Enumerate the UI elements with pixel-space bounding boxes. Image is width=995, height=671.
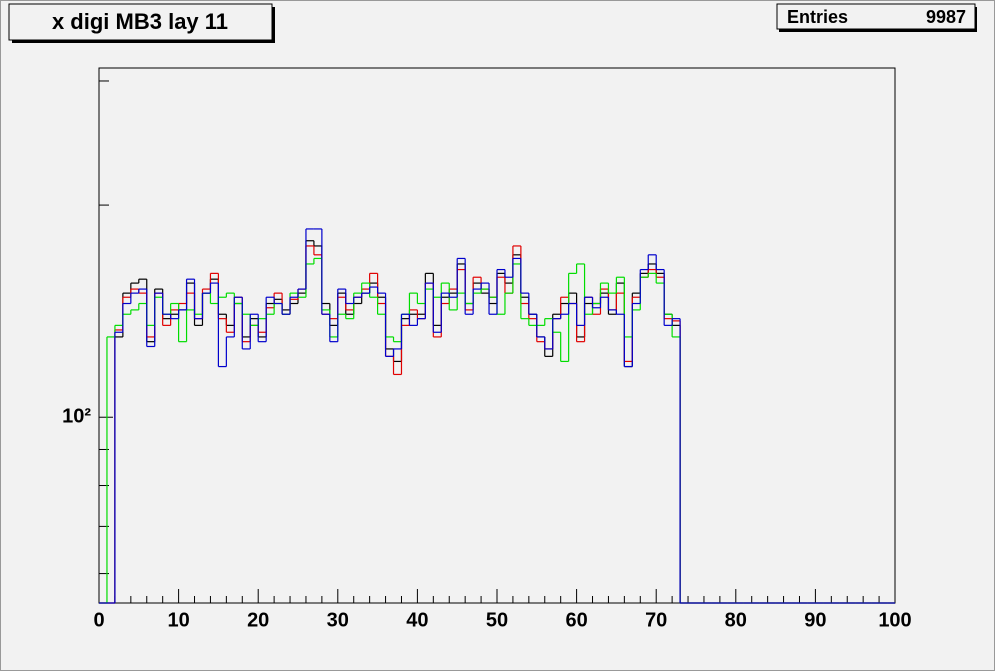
plot-frame (98, 67, 896, 604)
title-box (8, 3, 273, 41)
x-tick-label: 0 (93, 609, 104, 631)
x-tick-label: 40 (406, 609, 428, 631)
x-tick-label: 90 (804, 609, 826, 631)
stats-box (776, 3, 976, 30)
stats-label: Entries (787, 7, 848, 27)
x-tick-label: 30 (327, 609, 349, 631)
x-tick-label: 70 (645, 609, 667, 631)
y-tick-label: 10² (62, 406, 91, 428)
x-tick-label: 20 (247, 609, 269, 631)
stats-value: 9987 (926, 7, 966, 27)
x-tick-label: 100 (878, 609, 911, 631)
x-tick-label: 80 (725, 609, 747, 631)
x-tick-label: 60 (565, 609, 587, 631)
chart-title: x digi MB3 lay 11 (52, 9, 228, 34)
x-tick-label: 10 (167, 609, 189, 631)
x-tick-label: 50 (486, 609, 508, 631)
